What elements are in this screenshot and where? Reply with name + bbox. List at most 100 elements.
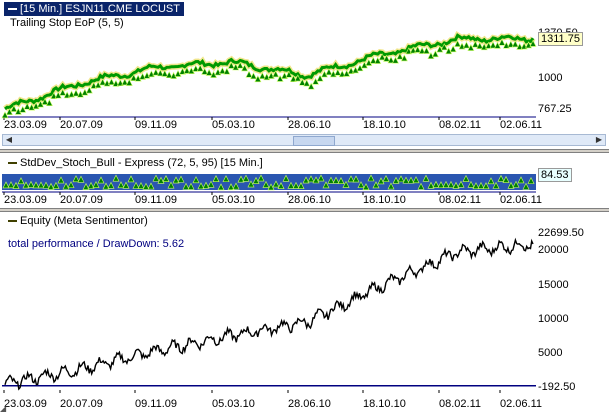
indicator-label: Trailing Stop EoP (5, 5) (10, 17, 124, 29)
trailing-stop-marker (23, 102, 31, 110)
trailing-stop-marker (303, 79, 311, 87)
signal-marker (217, 183, 225, 191)
trailing-stop-marker (347, 66, 355, 74)
trailing-stop-marker (108, 78, 115, 86)
price-panel-title[interactable]: [15 Min.] ESJN11.CME LOCUST (4, 2, 184, 16)
trailing-stop-marker (161, 69, 169, 77)
signal-marker (427, 181, 435, 189)
trailing-stop-marker (462, 41, 470, 49)
signal-marker (497, 174, 505, 182)
trailing-stop-marker (507, 40, 515, 48)
signal-marker (232, 182, 240, 190)
signal-marker (42, 181, 50, 189)
x-tick: 02.06.11 (500, 194, 543, 206)
signal-marker (192, 176, 200, 184)
signal-marker (127, 175, 135, 183)
signal-marker (237, 175, 245, 183)
trailing-stop-marker (205, 68, 213, 76)
trailing-stop-marker (90, 81, 98, 89)
signal-marker (222, 175, 230, 183)
signal-marker (457, 180, 465, 188)
trailing-stop-marker (409, 46, 417, 54)
indicator-panel-title[interactable]: StdDev_Stoch_Bull - Express (72, 5, 95) … (4, 156, 267, 170)
x-tick: 05.03.10 (212, 119, 255, 131)
signal-marker (472, 182, 480, 190)
trailing-stop-marker (476, 41, 484, 49)
signal-marker (412, 176, 420, 184)
y-label: 15000 (538, 279, 569, 291)
trailing-stop-marker (445, 47, 453, 55)
signal-marker (32, 181, 40, 189)
signal-marker (102, 182, 110, 190)
trailing-stop-marker (400, 54, 408, 62)
trailing-stop-marker (236, 61, 244, 69)
signal-marker (362, 183, 370, 191)
signal-marker (527, 176, 535, 184)
signal-marker (382, 174, 390, 182)
trailing-stop-marker (294, 74, 302, 82)
trailing-stop-marker (516, 42, 524, 50)
signal-marker (387, 182, 395, 190)
signal-marker (257, 174, 265, 182)
signal-marker (432, 180, 440, 188)
signal-marker (462, 174, 470, 182)
signal-marker (512, 180, 520, 188)
signal-marker (87, 181, 95, 189)
price-chart[interactable] (0, 0, 609, 133)
signal-marker (312, 176, 320, 184)
signal-marker (417, 182, 425, 190)
equity-panel: Equity (Meta Sentimentor) total performa… (0, 212, 609, 413)
x-tick: 23.03.09 (4, 194, 47, 206)
scroll-thumb[interactable] (293, 136, 335, 146)
trailing-stop-marker (352, 66, 360, 74)
x-tick: 28.06.10 (288, 398, 331, 410)
time-scrollbar[interactable]: ◀ ▶ (2, 134, 606, 146)
signal-marker (162, 175, 170, 182)
signal-marker (27, 180, 35, 188)
equity-line (4, 237, 534, 391)
trailing-stop-marker (298, 78, 306, 86)
signal-marker (252, 176, 260, 184)
trailing-stop-marker (218, 66, 226, 74)
equity-panel-title[interactable]: Equity (Meta Sentimentor) (4, 214, 152, 228)
signal-marker (322, 181, 330, 189)
trailing-stop-marker (121, 78, 129, 86)
signal-marker (227, 183, 235, 191)
x-tick: 08.02.11 (439, 398, 482, 410)
trailing-stop-marker (485, 41, 493, 49)
scroll-right-icon[interactable]: ▶ (595, 135, 603, 144)
scroll-left-icon[interactable]: ◀ (5, 135, 13, 144)
trailing-stop-marker (59, 88, 67, 96)
trailing-stop-marker (32, 102, 40, 110)
x-tick: 23.03.09 (4, 398, 47, 410)
trailing-stop-marker (307, 82, 315, 90)
panel-divider[interactable] (0, 208, 609, 212)
performance-stat: total performance / DrawDown: 5.62 (8, 238, 185, 250)
series-color-icon (8, 162, 17, 165)
x-tick: 05.03.10 (212, 398, 255, 410)
series-color-icon (8, 220, 17, 223)
y-label: 10000 (538, 313, 569, 325)
trailing-stop-marker (374, 56, 382, 64)
equity-chart[interactable] (0, 212, 609, 413)
trailing-stop-marker (156, 69, 164, 77)
signal-marker (172, 176, 180, 184)
signal-marker (467, 180, 475, 188)
trailing-stop-marker (467, 43, 475, 51)
indicator-chart[interactable] (0, 154, 609, 207)
signal-marker (132, 181, 140, 189)
trailing-stop-marker (183, 66, 191, 74)
signal-marker (97, 176, 105, 184)
signal-marker (272, 180, 280, 188)
trailing-stop-marker (152, 68, 160, 76)
panel-divider[interactable] (0, 149, 609, 153)
resize-corner-icon[interactable]: ◢ (0, 404, 7, 413)
trailing-stop-marker (423, 46, 430, 54)
trailing-stop-marker (45, 99, 53, 106)
trailing-stop-marker (10, 104, 18, 112)
signal-marker (212, 175, 220, 183)
signal-marker (377, 177, 385, 185)
signal-marker (142, 182, 150, 190)
signal-marker (397, 175, 405, 183)
trailing-stop-marker (316, 74, 324, 82)
